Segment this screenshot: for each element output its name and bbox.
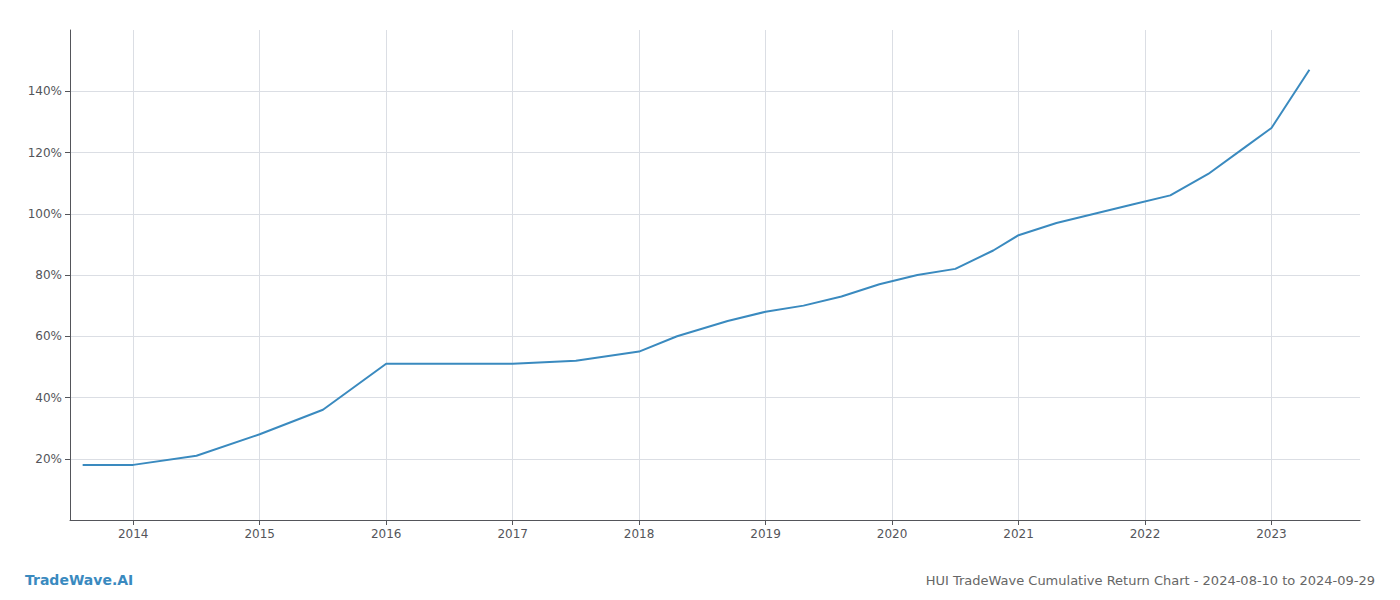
svg-text:2021: 2021	[1003, 527, 1034, 541]
svg-text:120%: 120%	[28, 146, 62, 160]
svg-text:2023: 2023	[1256, 527, 1287, 541]
svg-text:2014: 2014	[118, 527, 149, 541]
svg-text:2016: 2016	[371, 527, 402, 541]
svg-text:80%: 80%	[35, 268, 62, 282]
svg-text:2017: 2017	[497, 527, 528, 541]
svg-text:2022: 2022	[1130, 527, 1161, 541]
svg-text:2019: 2019	[750, 527, 781, 541]
svg-text:40%: 40%	[35, 391, 62, 405]
svg-text:2018: 2018	[624, 527, 655, 541]
svg-text:2020: 2020	[877, 527, 908, 541]
svg-text:140%: 140%	[28, 84, 62, 98]
svg-text:60%: 60%	[35, 329, 62, 343]
svg-text:100%: 100%	[28, 207, 62, 221]
svg-text:TradeWave.AI: TradeWave.AI	[25, 572, 133, 588]
svg-text:20%: 20%	[35, 452, 62, 466]
svg-text:2015: 2015	[244, 527, 275, 541]
svg-text:HUI TradeWave Cumulative Retur: HUI TradeWave Cumulative Return Chart - …	[926, 573, 1375, 588]
